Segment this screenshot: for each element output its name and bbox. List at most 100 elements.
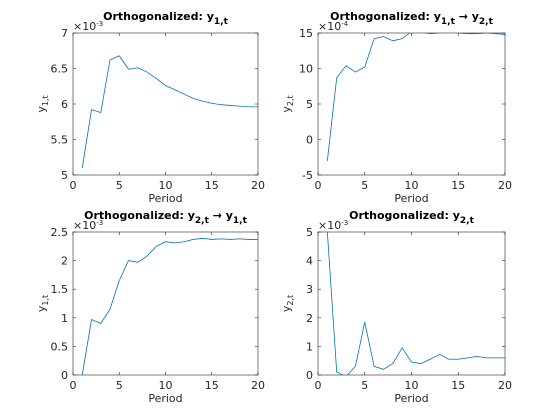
y-tick-label: 5.5 [51, 134, 69, 147]
y-axis-label-part: 1,t [41, 295, 50, 306]
x-tick-label: 10 [159, 179, 173, 192]
y-tick-label: 1 [306, 340, 313, 353]
line [326, 232, 505, 375]
chart-title-part: Orthogonalized: y [84, 209, 195, 222]
y-tick-label: 2 [306, 312, 313, 325]
x-axis-label: Period [148, 192, 182, 205]
y-exponent: ×10-4 [318, 20, 349, 33]
y-tick-label: 6.5 [51, 63, 69, 76]
x-tick-label: 5 [361, 379, 368, 392]
y-tick-label: 0 [306, 369, 313, 382]
y-exponent-part: -3 [96, 219, 103, 227]
line [81, 55, 258, 168]
chart-title-part: → y [455, 10, 479, 23]
x-tick-label: 20 [498, 179, 512, 192]
y-tick-label: 6 [61, 98, 68, 111]
x-axis-label: Period [148, 392, 182, 405]
chart-title-part: Orthogonalized: y [330, 10, 441, 23]
x-tick-label: 15 [205, 379, 219, 392]
axes-box [72, 231, 259, 376]
chart-title-part: 2,t [460, 216, 475, 226]
y-tick-label: 10 [299, 63, 313, 76]
x-axis-label: Period [394, 192, 428, 205]
y-axis-label-part: 2,t [286, 295, 295, 306]
x-tick-label: 20 [251, 179, 265, 192]
x-tick-label: 10 [159, 379, 173, 392]
y-tick-label: 2 [61, 255, 68, 268]
y-exponent: ×10-3 [73, 20, 103, 33]
chart-title-part: → y [209, 209, 233, 222]
chart-title: Orthogonalized: y2,t [349, 209, 474, 226]
subplot: 0 5 10 15 20 0 0.5 1 1.5 2 2.5 Orthogonalized: y2,t… [35, 209, 265, 405]
y-axis-label: y2,t [280, 295, 295, 312]
y-exponent-part: ×10 [318, 219, 341, 232]
x-tick-label: 5 [361, 179, 368, 192]
y-tick-label: 0 [306, 134, 313, 147]
x-tick-label: 20 [251, 379, 265, 392]
chart-title-part: 1,t [214, 17, 229, 27]
y-exponent-part: ×10 [73, 219, 96, 232]
x-tick-label: 10 [405, 379, 419, 392]
y-exponent-part: -3 [341, 219, 348, 227]
line [81, 237, 258, 375]
y-tick-label: 0 [61, 369, 68, 382]
y-exponent: ×10-3 [73, 219, 103, 232]
x-tick-label: 15 [451, 179, 465, 192]
y-axis-label: y1,t [35, 95, 50, 112]
y-axis-label-part: 2,t [286, 95, 295, 106]
chart-title-part: 2,t [195, 216, 210, 226]
axes-box [317, 231, 506, 376]
y-axis-label-part: y [35, 305, 48, 312]
y-tick-label: 0.5 [51, 340, 69, 353]
y-tick-label: 5 [306, 226, 313, 239]
chart-title: Orthogonalized: y1,t → y2,t [330, 10, 494, 27]
y-tick-label: 1.5 [51, 283, 69, 296]
line [326, 33, 505, 161]
y-exponent-part: -3 [96, 20, 103, 28]
x-tick-label: 15 [205, 179, 219, 192]
chart-title-part: Orthogonalized: y [103, 10, 214, 23]
chart-title-part: 1,t [233, 216, 248, 226]
y-axis-label-part: 1,t [41, 95, 50, 106]
y-tick-label: -5 [302, 169, 313, 182]
axes-box [72, 32, 259, 176]
y-tick-label: 7 [61, 27, 68, 40]
y-exponent-part: ×10 [73, 20, 96, 33]
y-tick-label: 1 [61, 312, 68, 325]
x-tick-label: 0 [70, 179, 77, 192]
y-axis-label-part: y [35, 106, 48, 113]
y-exponent-part: ×10 [318, 20, 341, 33]
x-tick-label: 0 [315, 179, 322, 192]
x-tick-label: 5 [116, 379, 123, 392]
y-tick-label: 5 [306, 98, 313, 111]
y-tick-label: 4 [306, 255, 313, 268]
x-tick-label: 10 [405, 179, 419, 192]
chart-title: Orthogonalized: y2,t → y1,t [84, 209, 248, 226]
y-axis-label-part: y [280, 305, 293, 312]
x-tick-label: 15 [451, 379, 465, 392]
axes-box [317, 32, 506, 176]
x-tick-label: 5 [116, 179, 123, 192]
y-tick-label: 5 [61, 169, 68, 182]
y-tick-label: 3 [306, 283, 313, 296]
x-tick-label: 0 [315, 379, 322, 392]
x-tick-label: 20 [498, 379, 512, 392]
x-axis-label: Period [394, 392, 428, 405]
y-axis-label-part: y [280, 106, 293, 113]
y-tick-label: 15 [299, 27, 313, 40]
y-tick-label: 2.5 [51, 226, 69, 239]
x-tick-label: 0 [70, 379, 77, 392]
y-exponent: ×10-3 [318, 219, 348, 232]
chart-title-part: 1,t [441, 17, 456, 27]
y-axis-label: y2,t [280, 95, 295, 112]
chart-title-part: 2,t [479, 17, 494, 27]
chart-title-part: Orthogonalized: y [349, 209, 460, 222]
y-axis-label: y1,t [35, 295, 50, 312]
chart-title: Orthogonalized: y1,t [103, 10, 228, 27]
y-exponent-part: -4 [341, 20, 349, 28]
